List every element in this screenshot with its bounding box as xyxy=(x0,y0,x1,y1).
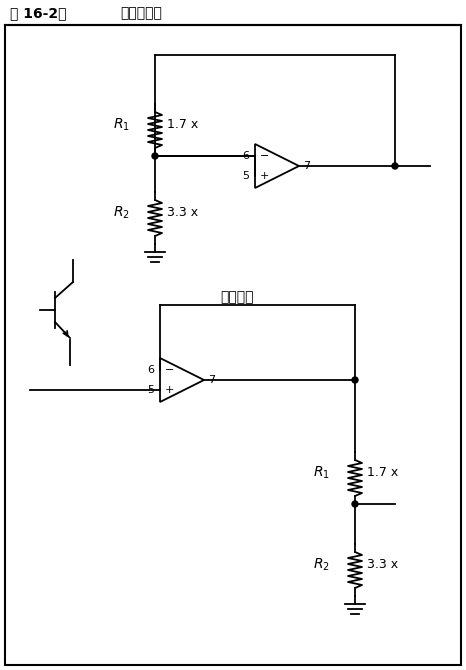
Text: 5: 5 xyxy=(242,171,249,181)
Text: 3.3 x: 3.3 x xyxy=(167,206,198,220)
Text: 7: 7 xyxy=(208,375,215,385)
Circle shape xyxy=(352,377,358,383)
Text: −: − xyxy=(260,151,269,161)
Text: $R_1$: $R_1$ xyxy=(313,465,330,481)
Text: $R_2$: $R_2$ xyxy=(113,205,130,221)
Text: $R_1$: $R_1$ xyxy=(113,117,130,133)
Text: 1.7 x: 1.7 x xyxy=(167,119,198,131)
Text: 7: 7 xyxy=(303,161,310,171)
Text: 3.3 x: 3.3 x xyxy=(367,559,398,572)
Text: 图 16-2：: 图 16-2： xyxy=(10,6,67,20)
Text: 运放衰减器: 运放衰减器 xyxy=(120,6,162,20)
Text: 6: 6 xyxy=(147,365,154,375)
Circle shape xyxy=(152,153,158,159)
Text: +: + xyxy=(165,385,174,395)
Text: 1.7 x: 1.7 x xyxy=(367,466,398,480)
Circle shape xyxy=(392,163,398,169)
Text: −: − xyxy=(165,365,174,375)
Text: 6: 6 xyxy=(242,151,249,161)
Text: +: + xyxy=(260,171,269,181)
Text: $R_2$: $R_2$ xyxy=(313,557,330,574)
FancyBboxPatch shape xyxy=(5,25,461,665)
Circle shape xyxy=(352,501,358,507)
Text: （或者）: （或者） xyxy=(220,290,254,304)
Text: 5: 5 xyxy=(147,385,154,395)
